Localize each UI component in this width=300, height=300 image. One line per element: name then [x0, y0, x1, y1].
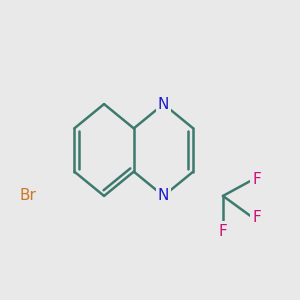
Text: N: N — [158, 188, 169, 203]
Text: F: F — [253, 172, 261, 187]
Text: N: N — [158, 97, 169, 112]
Text: F: F — [253, 210, 261, 225]
Text: Br: Br — [20, 188, 37, 203]
Text: F: F — [219, 224, 227, 238]
